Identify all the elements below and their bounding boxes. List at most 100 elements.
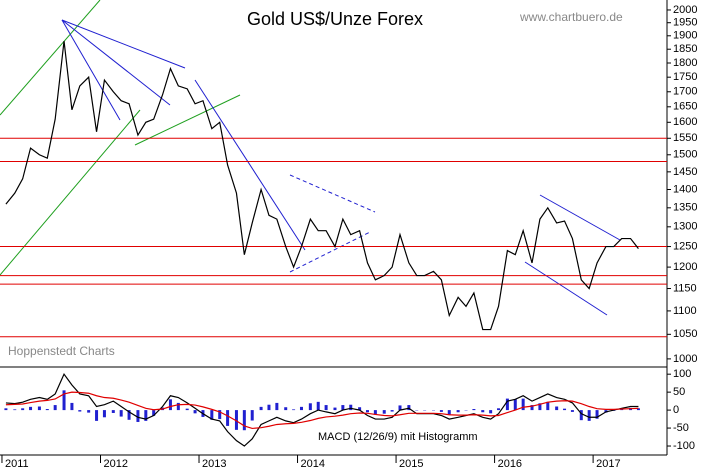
y-tick-label: 0 <box>673 404 679 416</box>
y-tick-label: 1550 <box>673 132 697 144</box>
trendlines <box>0 0 621 316</box>
y-tick-label: 1100 <box>673 305 697 317</box>
x-tick-label: 2013 <box>202 458 226 470</box>
histogram-bar <box>13 409 17 411</box>
y-tick-label: 1350 <box>673 202 697 214</box>
histogram-bar <box>119 410 123 417</box>
trendline <box>194 79 306 251</box>
trendline <box>539 194 621 241</box>
histogram-bar <box>4 408 8 411</box>
macd-line <box>5 391 639 430</box>
y-tick-label: 1150 <box>673 282 697 294</box>
histogram-bar <box>439 410 443 412</box>
histogram-bar <box>555 406 559 411</box>
histogram-bar <box>579 410 583 421</box>
histogram-bar <box>447 410 451 415</box>
y-tick-label: 1850 <box>673 43 697 55</box>
histogram-bar <box>127 410 131 420</box>
trendline <box>0 109 141 276</box>
histogram-bar <box>70 402 74 411</box>
histogram-bar <box>29 406 33 411</box>
histogram-bar <box>111 410 115 413</box>
histogram-bar <box>546 401 550 411</box>
source: www.chartbuero.de <box>519 10 623 24</box>
histogram-bar <box>176 402 180 411</box>
y-tick-label: 2000 <box>673 4 697 16</box>
histogram-bar <box>333 407 337 411</box>
trendline <box>61 19 171 106</box>
chart-title: Gold US$/Unze Forex <box>247 9 423 29</box>
trendline <box>524 261 608 316</box>
trendline <box>61 19 186 69</box>
histogram-bar <box>481 410 485 413</box>
price-line <box>5 41 639 331</box>
histogram-bar <box>185 408 189 411</box>
trendline <box>289 174 376 213</box>
histogram-bar <box>136 410 140 422</box>
histogram-bar <box>349 404 353 411</box>
y-tick-label: -50 <box>673 422 689 434</box>
histogram-bar <box>538 403 542 411</box>
trendline <box>134 94 241 146</box>
histogram-bar <box>513 399 517 411</box>
histogram-bar <box>308 403 312 411</box>
y-tick-label: 50 <box>673 386 685 398</box>
histogram-bar <box>587 410 591 421</box>
y-tick-label: 1900 <box>673 30 697 42</box>
histogram-bar <box>636 408 640 411</box>
y-tick-label: 1200 <box>673 261 697 273</box>
histogram-bar <box>102 410 106 418</box>
histogram-bar <box>324 405 328 411</box>
y-tick-label: 1600 <box>673 116 697 128</box>
histogram-bar <box>407 405 411 411</box>
histogram-bar <box>365 410 369 413</box>
macd-label: MACD (12/26/9) mit Histogramm <box>318 431 478 443</box>
y-tick-label: 1700 <box>673 86 697 98</box>
histogram-bar <box>316 401 320 411</box>
x-tick-label: 2016 <box>498 458 522 470</box>
histogram-bar <box>472 409 476 411</box>
histogram-bar <box>275 402 279 411</box>
x-tick-label: 2014 <box>301 458 325 470</box>
histogram-bar <box>152 410 156 416</box>
y-tick-label: -100 <box>673 440 695 452</box>
histogram-bar <box>193 410 197 414</box>
histogram-bar <box>456 410 460 413</box>
histogram-bar <box>218 410 222 420</box>
histogram-bar <box>87 410 91 413</box>
histogram-bar <box>242 410 246 431</box>
macd-line <box>5 372 639 447</box>
histogram-bar <box>53 405 57 411</box>
y-tick-label: 1800 <box>673 57 697 69</box>
histogram-bar <box>37 406 41 411</box>
histogram-bar <box>144 410 148 421</box>
histogram-bar <box>168 399 172 411</box>
histogram-bar <box>62 390 66 411</box>
histogram-bar <box>284 407 288 411</box>
y-tick-label: 1950 <box>673 17 697 29</box>
y-tick-label: 100 <box>673 368 691 380</box>
histogram-bar <box>234 410 238 430</box>
y-tick-label: 1250 <box>673 240 697 252</box>
histogram-bar <box>267 404 271 411</box>
y-tick-label: 1000 <box>673 353 697 365</box>
y-tick-label: 1650 <box>673 101 697 113</box>
trendline <box>289 231 371 273</box>
histogram-bar <box>563 408 567 411</box>
histogram-bar <box>398 405 402 411</box>
annotation: Hoppenstedt Charts <box>8 344 115 358</box>
histogram-bar <box>390 410 394 412</box>
histogram-bar <box>521 398 525 411</box>
histogram-bar <box>505 398 509 411</box>
histogram-bar <box>21 408 25 411</box>
histogram-bar <box>382 410 386 414</box>
histogram-bar <box>341 405 345 411</box>
y-tick-label: 1450 <box>673 166 697 178</box>
histogram-bar <box>95 410 99 421</box>
histogram-bar <box>45 409 49 411</box>
histogram-bar <box>373 410 377 415</box>
histogram-bar <box>530 405 534 411</box>
histogram-bar <box>259 406 263 411</box>
x-tick-label: 2012 <box>103 458 127 470</box>
